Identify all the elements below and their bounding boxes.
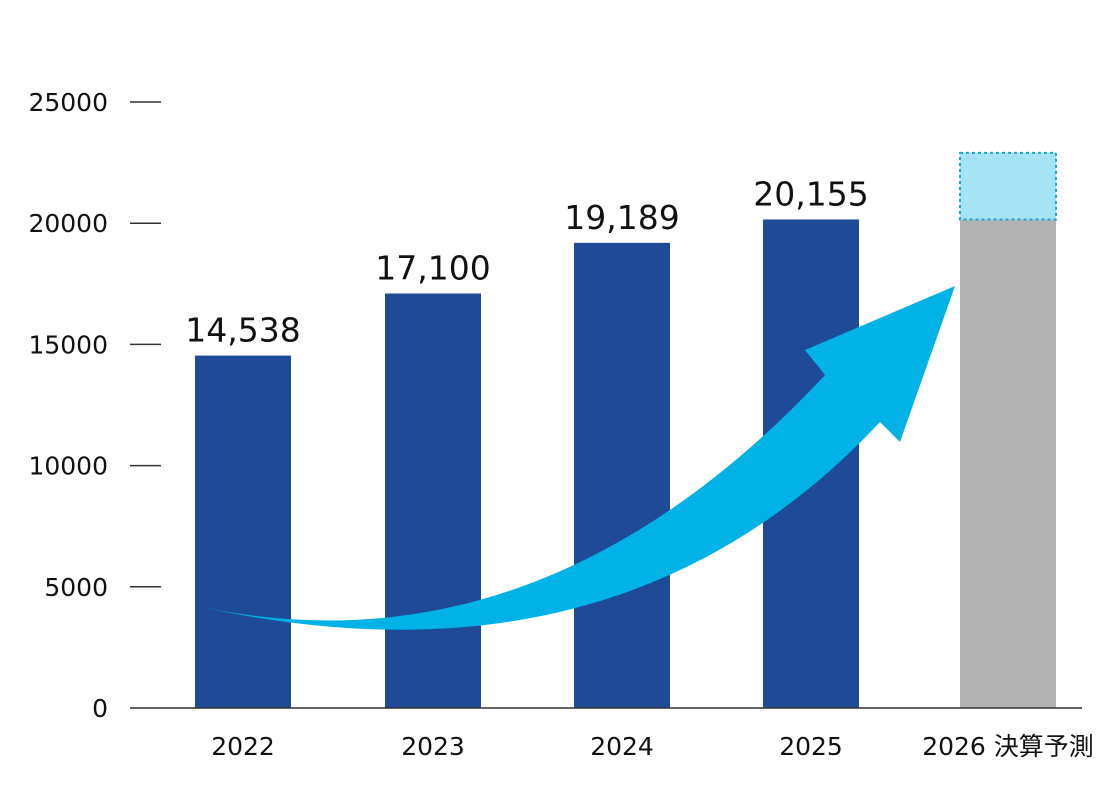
x-category-label: 2022 <box>211 732 275 761</box>
x-category-label: 2023 <box>401 732 465 761</box>
x-category-label: 2026 決算予測 <box>922 732 1094 761</box>
bar <box>385 293 481 708</box>
y-tick-label: 10000 <box>28 452 108 481</box>
y-tick-label: 25000 <box>28 88 108 117</box>
bar <box>574 242 670 708</box>
bars <box>195 151 1057 708</box>
value-label: 19,189 <box>564 198 679 237</box>
y-tick-label: 5000 <box>44 573 108 602</box>
forecast-bar-range <box>959 151 1057 221</box>
value-label: 17,100 <box>375 248 490 287</box>
x-category-label: 2024 <box>590 732 654 761</box>
bar <box>195 355 291 708</box>
value-labels: 14,538 17,100 19,189 20,155 <box>185 174 868 349</box>
forecast-bar-base <box>960 219 1056 708</box>
y-tick-label: 15000 <box>28 330 108 359</box>
y-tick-label: 20000 <box>28 209 108 238</box>
y-axis: 0 5000 10000 15000 20000 25000 <box>28 88 161 723</box>
value-label: 20,155 <box>753 174 868 213</box>
growth-trend-arrow <box>197 286 955 630</box>
x-category-label: 2025 <box>779 732 843 761</box>
value-label: 14,538 <box>185 311 300 350</box>
x-axis: 2022 2023 2024 2025 2026 決算予測 <box>130 707 1094 761</box>
y-tick-label: 0 <box>92 694 108 723</box>
